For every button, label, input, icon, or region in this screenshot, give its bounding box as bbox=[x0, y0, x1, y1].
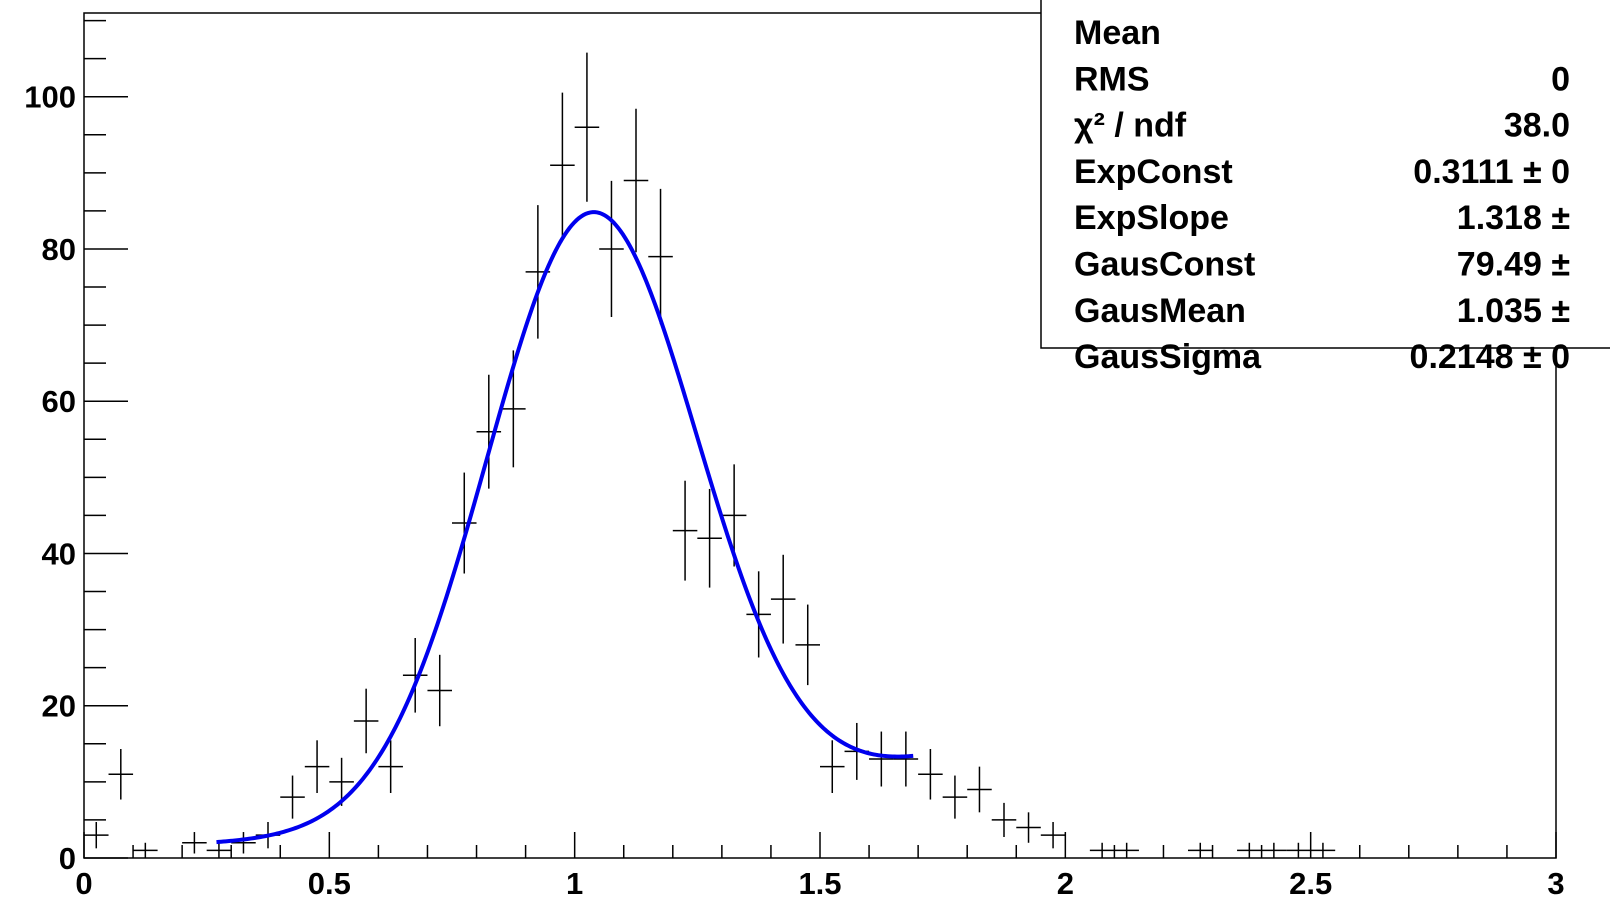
y-tick-label: 20 bbox=[42, 689, 76, 724]
y-tick-label: 0 bbox=[59, 841, 76, 876]
y-tick-label: 80 bbox=[42, 232, 76, 267]
x-tick-label: 2 bbox=[1057, 866, 1074, 901]
y-tick-label: 40 bbox=[42, 536, 76, 571]
stats-value: 1.318 ± bbox=[1457, 199, 1570, 237]
stats-name: GausSigma bbox=[1074, 338, 1262, 376]
fit-curve bbox=[216, 210, 914, 845]
x-tick-label: 1 bbox=[566, 866, 583, 901]
stats-name: RMS bbox=[1074, 60, 1150, 98]
stats-value: 79.49 ± bbox=[1457, 246, 1570, 284]
stats-value: 0.3111 ± 0 bbox=[1413, 153, 1570, 191]
stats-name: GausMean bbox=[1074, 292, 1246, 330]
stats-name: ExpSlope bbox=[1074, 199, 1229, 237]
stats-name: GausConst bbox=[1074, 246, 1255, 284]
stats-value: 0.2148 ± 0 bbox=[1410, 338, 1570, 376]
stats-value: 1.035 ± bbox=[1457, 292, 1570, 330]
stats-box bbox=[1040, 0, 1610, 349]
y-tick-label: 100 bbox=[24, 80, 76, 115]
stats-name: Mean bbox=[1074, 14, 1161, 52]
stats-value: 0 bbox=[1551, 60, 1570, 98]
stats-name: χ² / ndf bbox=[1074, 107, 1187, 145]
y-tick-label: 60 bbox=[42, 384, 76, 419]
stats-name: ExpConst bbox=[1074, 153, 1233, 191]
stats-value: 38.0 bbox=[1504, 107, 1570, 145]
x-tick-label: 2.5 bbox=[1289, 866, 1332, 901]
x-tick-label: 0.5 bbox=[308, 866, 351, 901]
x-tick-label: 3 bbox=[1547, 866, 1564, 901]
x-tick-label: 1.5 bbox=[798, 866, 841, 901]
x-tick-label: 0 bbox=[75, 866, 92, 901]
